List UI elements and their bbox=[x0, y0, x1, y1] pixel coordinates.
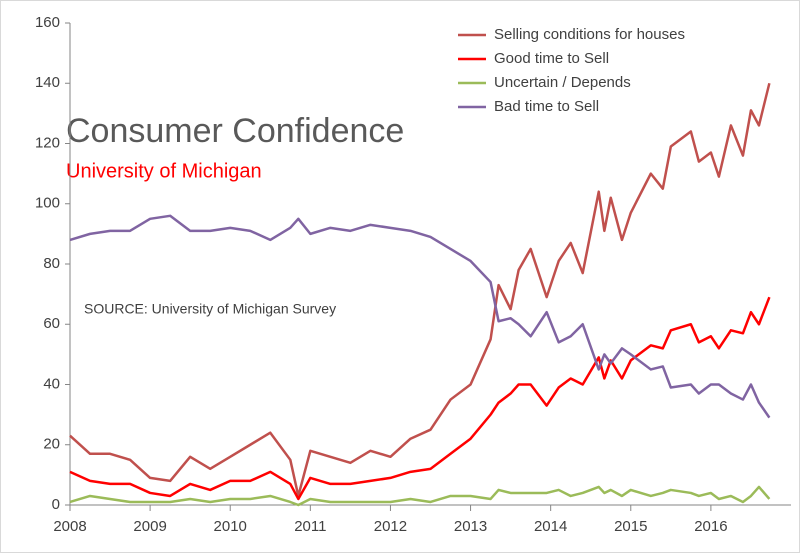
y-tick-label: 0 bbox=[52, 496, 60, 513]
x-tick-label: 2011 bbox=[294, 518, 326, 535]
y-tick-label: 120 bbox=[35, 134, 60, 151]
series-line bbox=[69, 214, 771, 419]
y-tick-label: 140 bbox=[35, 74, 60, 91]
x-tick-label: 2013 bbox=[454, 518, 487, 535]
x-tick-label: 2008 bbox=[53, 518, 86, 535]
x-tick-label: 2012 bbox=[374, 518, 407, 535]
x-tick-label: 2010 bbox=[214, 518, 247, 535]
y-tick-label: 100 bbox=[35, 195, 60, 212]
y-tick-label: 40 bbox=[43, 375, 60, 392]
series-line bbox=[69, 296, 771, 501]
annotation: SOURCE: University of Michigan Survey bbox=[84, 301, 336, 317]
y-tick-label: 60 bbox=[43, 315, 60, 332]
y-tick-label: 80 bbox=[43, 255, 60, 272]
y-tick-label: 160 bbox=[35, 14, 60, 31]
x-tick-label: 2014 bbox=[534, 518, 567, 535]
series-line bbox=[69, 485, 771, 507]
legend-label: Good time to Sell bbox=[494, 50, 609, 67]
x-tick-label: 2015 bbox=[614, 518, 647, 535]
series-line bbox=[69, 82, 771, 498]
x-tick-label: 2009 bbox=[133, 518, 166, 535]
chart-subtitle: University of Michigan bbox=[66, 160, 262, 182]
legend-label: Uncertain / Depends bbox=[494, 74, 631, 91]
y-tick-label: 20 bbox=[43, 436, 60, 453]
chart-title: Consumer Confidence bbox=[66, 112, 404, 150]
legend-label: Bad time to Sell bbox=[494, 98, 599, 115]
legend-label: Selling conditions for houses bbox=[494, 26, 685, 43]
x-tick-label: 2016 bbox=[694, 518, 727, 535]
